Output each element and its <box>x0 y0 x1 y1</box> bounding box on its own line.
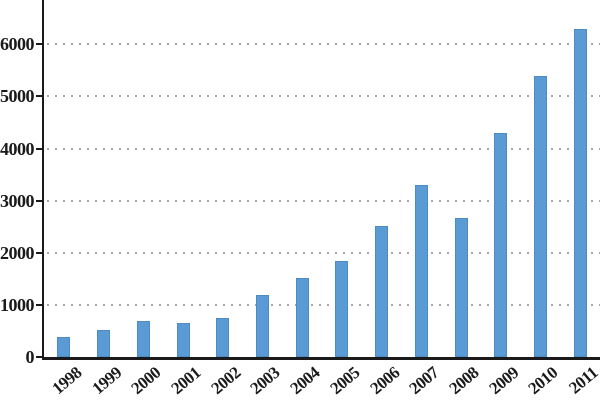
bar-2008 <box>454 218 468 357</box>
x-axis-tick-label: 2002 <box>207 363 244 399</box>
bar-1998 <box>57 337 71 357</box>
x-axis-tick-label: 2004 <box>286 363 324 399</box>
x-axis-tick-label: 2010 <box>524 363 562 399</box>
bar-2004 <box>295 278 309 357</box>
gridline <box>47 251 600 254</box>
bar-2005 <box>335 261 349 357</box>
x-axis-tick-label: 2007 <box>405 363 443 399</box>
gridline <box>47 303 600 306</box>
y-axis-tick-label: 6000 <box>0 34 35 55</box>
x-axis-line <box>41 357 600 360</box>
bar-2011 <box>573 28 587 357</box>
bar-1999 <box>97 329 111 357</box>
axis-tick <box>36 303 42 306</box>
axis-tick <box>36 199 42 202</box>
bar-2010 <box>533 76 547 357</box>
bar-2009 <box>494 133 508 357</box>
x-axis-tick-label: 2003 <box>246 363 284 399</box>
y-axis-line <box>41 0 44 359</box>
bar-2000 <box>136 321 150 357</box>
x-axis-tick-label: 2005 <box>326 363 364 399</box>
axis-tick <box>36 147 42 150</box>
y-axis-tick-label: 5000 <box>0 86 35 107</box>
bar-2007 <box>414 184 428 357</box>
y-axis-tick-label: 2000 <box>0 242 35 263</box>
axis-tick <box>36 251 42 254</box>
y-axis-tick-label: 4000 <box>0 138 35 159</box>
x-axis-tick-label: 1998 <box>48 363 86 399</box>
bar-2001 <box>176 322 190 357</box>
bar-2003 <box>255 294 269 357</box>
x-axis-tick-label: 1999 <box>88 363 125 399</box>
x-axis-tick-label: 2008 <box>445 363 483 399</box>
axis-tick <box>36 95 42 98</box>
x-axis-tick-label: 2006 <box>366 363 403 399</box>
gridline <box>47 43 600 46</box>
x-axis-tick-label: 2009 <box>485 363 522 399</box>
x-axis-tick-label: 2000 <box>127 363 165 399</box>
axis-tick <box>36 43 42 46</box>
bar-2006 <box>375 225 389 357</box>
x-axis-tick-label: 2011 <box>565 363 600 398</box>
bar-2002 <box>216 318 230 357</box>
gridline <box>47 147 600 150</box>
gridline <box>47 95 600 98</box>
y-axis-tick-label: 1000 <box>0 294 35 315</box>
axis-tick <box>36 356 42 358</box>
plot-area <box>44 0 600 357</box>
x-axis-tick-label: 2001 <box>167 363 205 399</box>
gridline <box>47 199 600 202</box>
y-axis-tick-label: 0 <box>25 347 35 367</box>
y-axis-tick-label: 3000 <box>0 190 35 211</box>
